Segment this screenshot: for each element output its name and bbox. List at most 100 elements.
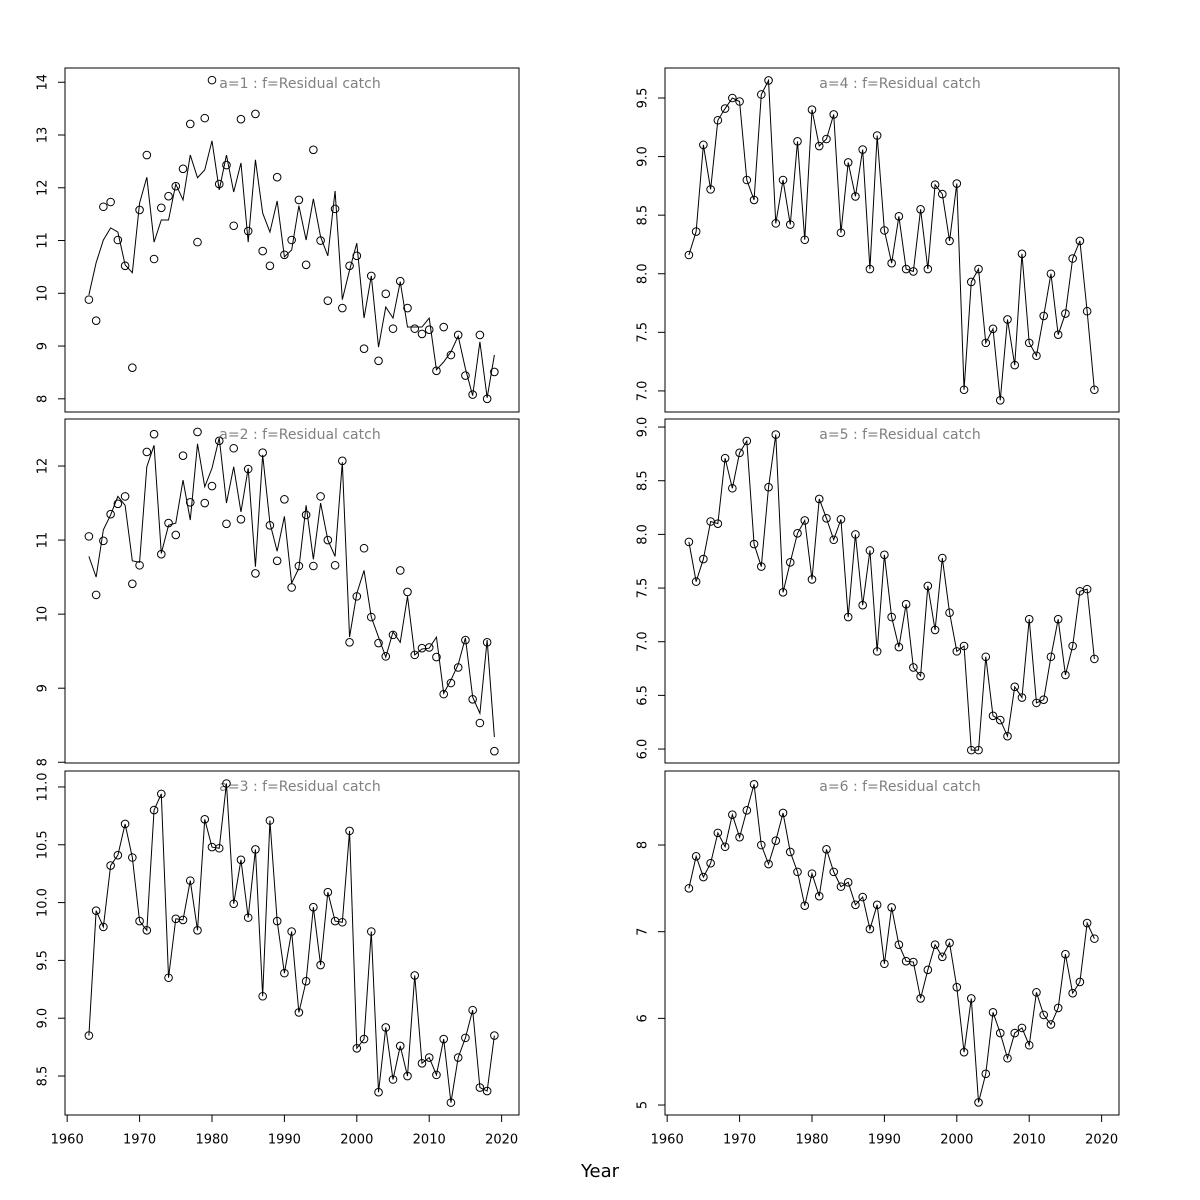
data-point — [836, 228, 846, 238]
data-point — [1017, 1023, 1027, 1033]
data-point — [959, 641, 969, 651]
data-point — [193, 926, 202, 935]
data-point — [461, 635, 470, 645]
data-point — [193, 237, 202, 247]
data-point — [1046, 652, 1056, 662]
data-point — [287, 235, 296, 245]
data-point — [800, 516, 810, 525]
data-point — [901, 599, 911, 609]
data-point — [785, 847, 795, 857]
data-point — [887, 903, 896, 912]
data-point — [800, 235, 810, 245]
y-tick-label: 9.5 — [636, 88, 651, 109]
y-tick-label: 8 — [36, 758, 51, 766]
fitted-line — [688, 784, 1095, 1103]
data-point — [185, 119, 195, 129]
x-axis-label: Year — [580, 1161, 620, 1182]
data-point — [872, 131, 882, 140]
data-point — [938, 952, 947, 962]
y-tick-label: 10 — [36, 285, 51, 302]
data-point — [988, 324, 998, 334]
data-point — [120, 819, 130, 829]
data-point — [959, 385, 969, 395]
data-point — [1061, 949, 1070, 959]
data-point — [120, 261, 130, 271]
data-point — [106, 861, 115, 870]
data-point — [410, 971, 420, 980]
data-point — [417, 1059, 427, 1068]
y-tick-label: 7 — [636, 928, 651, 936]
data-point — [829, 110, 839, 119]
data-point — [909, 663, 918, 672]
fitted-line — [88, 140, 495, 398]
data-point — [872, 647, 882, 656]
x-tick-label: 1960 — [651, 1133, 684, 1148]
data-point — [858, 892, 867, 902]
data-point — [749, 539, 759, 549]
data-point — [952, 647, 962, 656]
data-point — [388, 324, 398, 333]
data-point — [142, 447, 152, 457]
data-point — [995, 715, 1005, 725]
data-point — [814, 141, 824, 151]
data-point — [1082, 918, 1092, 928]
data-point — [352, 1043, 362, 1053]
data-point — [359, 344, 369, 353]
data-point — [439, 322, 448, 332]
data-point — [843, 158, 853, 167]
y-tick-label: 8 — [36, 395, 51, 403]
data-point — [265, 261, 275, 271]
data-point — [345, 637, 354, 647]
data-point — [432, 1070, 441, 1080]
data-point — [193, 427, 202, 437]
data-point — [981, 1069, 991, 1079]
data-point — [229, 221, 239, 231]
data-point — [338, 917, 347, 927]
y-tick-label: 8.0 — [636, 263, 651, 284]
data-point — [142, 150, 152, 160]
data-point — [807, 105, 817, 115]
data-point — [1039, 1010, 1048, 1020]
data-point — [720, 104, 730, 113]
data-point — [1024, 338, 1034, 348]
data-point — [272, 556, 282, 566]
data-point — [157, 203, 166, 213]
data-point — [374, 356, 383, 366]
data-point — [699, 140, 708, 150]
data-point — [395, 566, 405, 575]
y-tick-label: 9.5 — [36, 950, 51, 971]
data-point — [280, 968, 289, 978]
data-point — [1075, 977, 1085, 987]
data-point — [735, 97, 744, 106]
data-point — [930, 180, 940, 189]
data-point — [894, 940, 904, 949]
data-point — [251, 569, 260, 578]
data-point — [424, 643, 434, 652]
panel-title: a=3 : f=Residual catch — [219, 779, 380, 795]
data-point — [1039, 695, 1048, 704]
data-point — [858, 145, 867, 154]
data-point — [836, 882, 846, 891]
x-tick-label: 1970 — [723, 1133, 756, 1148]
data-point — [359, 1034, 369, 1044]
data-point — [1017, 249, 1027, 259]
data-point — [995, 395, 1005, 405]
data-point — [316, 960, 325, 970]
y-tick-label: 7.0 — [636, 631, 651, 652]
data-point — [1010, 1028, 1020, 1038]
data-point — [113, 850, 123, 860]
data-point — [923, 965, 933, 975]
data-point — [490, 746, 499, 756]
data-point — [1090, 654, 1099, 664]
y-tick-label: 8.5 — [36, 1066, 51, 1087]
data-point — [699, 554, 708, 564]
data-point — [909, 267, 918, 276]
data-point — [301, 260, 311, 270]
data-point — [229, 899, 239, 909]
x-tick-label: 2000 — [340, 1133, 373, 1148]
data-point — [185, 876, 195, 885]
data-point — [294, 561, 304, 571]
data-point — [490, 367, 499, 377]
data-point — [684, 884, 694, 893]
y-tick-label: 7.5 — [636, 322, 651, 343]
